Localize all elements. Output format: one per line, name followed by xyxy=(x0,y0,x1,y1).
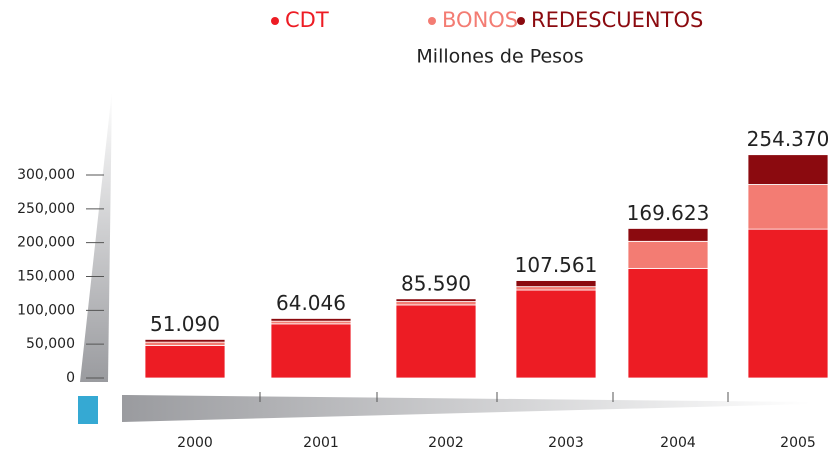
y-tick-label: 300,000 xyxy=(17,167,75,183)
bar-segment xyxy=(747,228,829,379)
bar-segment xyxy=(395,304,477,379)
total-label: 64.046 xyxy=(276,291,346,315)
total-label: 51.090 xyxy=(150,312,220,336)
bar-segment xyxy=(270,320,352,325)
axis-wedge xyxy=(122,395,810,422)
x-tick-label: 2005 xyxy=(780,435,816,451)
bar-segment xyxy=(515,289,597,379)
x-tick-label: 2003 xyxy=(548,435,584,451)
bar-segment xyxy=(144,341,226,346)
legend-dot xyxy=(517,17,525,25)
bar-segment xyxy=(627,228,709,242)
legend-label: REDESCUENTOS xyxy=(531,8,703,32)
x-tick-label: 2002 xyxy=(428,435,464,451)
total-label: 169.623 xyxy=(627,201,710,225)
y-tick-label: 200,000 xyxy=(17,235,75,251)
bar-segment xyxy=(144,345,226,379)
bar-segment xyxy=(747,184,829,230)
bar-segment xyxy=(747,154,829,185)
chart-title: Millones de Pesos xyxy=(416,46,583,68)
bar-segment xyxy=(270,323,352,379)
bar-segment xyxy=(627,240,709,269)
x-tick-label: 2001 xyxy=(303,435,339,451)
y-tick-label: 150,000 xyxy=(17,269,75,285)
bar-segment xyxy=(515,286,597,291)
y-tick-label: 50,000 xyxy=(26,336,75,352)
bar-segment xyxy=(627,267,709,379)
legend-dot xyxy=(428,17,436,25)
legend-label: CDT xyxy=(285,8,329,32)
legend-label: BONOS xyxy=(442,8,518,32)
total-label: 107.561 xyxy=(515,253,598,277)
y-tick-label: 100,000 xyxy=(17,302,75,318)
legend-dot xyxy=(271,17,279,25)
y-tick-label: 0 xyxy=(66,370,75,386)
bar-segment xyxy=(144,339,226,343)
bar-segment xyxy=(515,280,597,288)
axis-wedge xyxy=(80,90,112,382)
x-tick-label: 2004 xyxy=(660,435,696,451)
marker-square xyxy=(78,396,98,424)
y-tick-label: 250,000 xyxy=(17,201,75,217)
total-label: 254.370 xyxy=(747,127,829,151)
bar-segment xyxy=(395,298,477,302)
bar-segment xyxy=(395,301,477,306)
legend: CDT BONOS REDESCUENTOS xyxy=(271,8,703,32)
bar-segment xyxy=(270,318,352,322)
total-label: 85.590 xyxy=(401,271,471,295)
x-tick-label: 2000 xyxy=(177,435,213,451)
